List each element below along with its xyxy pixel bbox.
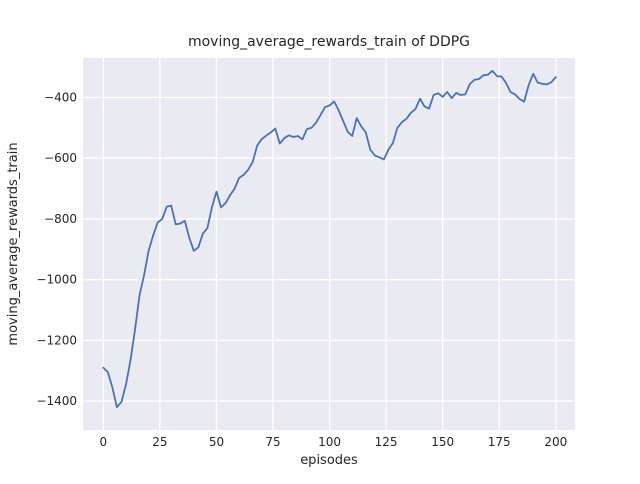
- data-line-layer: [102, 69, 557, 409]
- y-tick-label: −800: [44, 212, 77, 226]
- y-axis-label: moving_average_rewards_train: [6, 142, 21, 345]
- chart-title: moving_average_rewards_train of DDPG: [188, 34, 470, 50]
- x-tick-label: 0: [100, 435, 108, 449]
- x-tick-label: 175: [488, 435, 511, 449]
- x-axis-label: episodes: [300, 453, 358, 468]
- y-tick-label: −600: [44, 151, 77, 165]
- x-tick-label: 75: [265, 435, 280, 449]
- y-tick-label: −1000: [36, 273, 77, 287]
- y-tick-label: −1400: [36, 394, 77, 408]
- y-tick-label: −1200: [36, 333, 77, 347]
- y-tick-label: −400: [44, 90, 77, 104]
- tick-labels: 0 25 50 75 100 125 150 175 200 −400 −600 −800 −1000 −…: [36, 90, 567, 449]
- x-tick-label: 125: [375, 435, 398, 449]
- x-tick-label: 100: [318, 435, 341, 449]
- x-tick-label: 200: [544, 435, 567, 449]
- x-tick-label: 25: [152, 435, 167, 449]
- x-tick-label: 50: [209, 435, 224, 449]
- reward-line: [102, 69, 557, 409]
- x-tick-label: 150: [431, 435, 454, 449]
- gridlines: [83, 58, 575, 430]
